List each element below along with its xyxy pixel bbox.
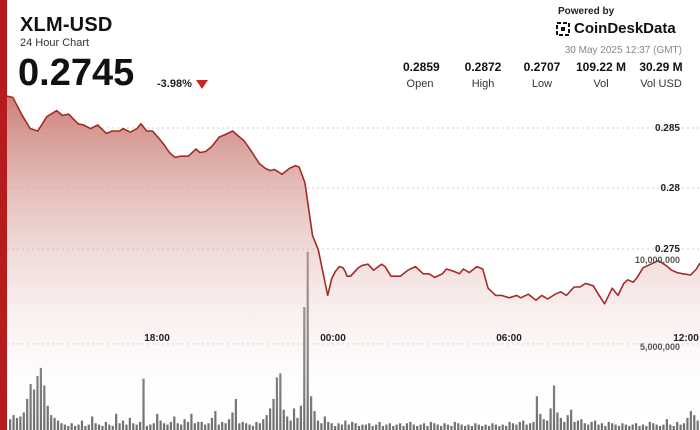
chart-subtitle: 24 Hour Chart (20, 37, 90, 49)
y-tick-label: 0.285 (655, 123, 680, 134)
stat-vol-label: Vol (593, 78, 609, 90)
current-price: 0.2745 (18, 52, 135, 94)
stat-high-value: 0.2872 (464, 60, 502, 74)
stat-high-label: High (471, 78, 495, 90)
x-tick-label: 06:00 (496, 333, 522, 344)
accent-bar (0, 0, 7, 430)
stat-open: 0.2859 Open (403, 60, 440, 90)
x-tick-label: 18:00 (144, 333, 170, 344)
stat-open-value: 0.2859 (403, 60, 440, 74)
stat-low: 0.2707 Low (522, 60, 562, 90)
timestamp: 30 May 2025 12:37 (GMT) (564, 45, 682, 56)
powered-by-label: Powered by (558, 6, 615, 17)
price-change: -3.98% (157, 78, 192, 90)
price-line (6, 95, 700, 305)
volume-tick-label: 5,000,000 (640, 342, 680, 352)
stat-high: 0.2872 High (463, 60, 503, 90)
coindesk-logo-icon (556, 21, 570, 36)
logo-text: CoinDeskData (574, 20, 676, 37)
volume-tick-label: 10,000,000 (635, 255, 680, 265)
stat-vol-usd: 30.29 M Vol USD (636, 60, 686, 90)
y-tick-label: 0.275 (655, 244, 680, 255)
stat-low-label: Low (531, 78, 553, 90)
x-tick-label: 12:00 (673, 333, 699, 344)
stat-vol: 109.22 M Vol (571, 60, 631, 90)
axis-labels: 0.285 0.28 0.275 18:00 00:00 06:00 12:00 10,000… (144, 123, 699, 352)
stat-vol-usd-label: Vol USD (640, 78, 682, 90)
stat-open-label: Open (406, 78, 434, 90)
down-arrow-icon (196, 80, 208, 89)
y-tick-label: 0.28 (661, 183, 681, 194)
stat-vol-value: 109.22 M (575, 60, 627, 74)
asset-symbol: XLM-USD (20, 14, 113, 36)
stat-vol-usd-value: 30.29 M (639, 60, 683, 74)
price-area-fill (7, 96, 700, 430)
coindesk-logo: CoinDeskData (556, 20, 676, 37)
price-area (6, 95, 700, 430)
x-tick-label: 00:00 (320, 333, 346, 344)
stat-low-value: 0.2707 (523, 60, 561, 74)
